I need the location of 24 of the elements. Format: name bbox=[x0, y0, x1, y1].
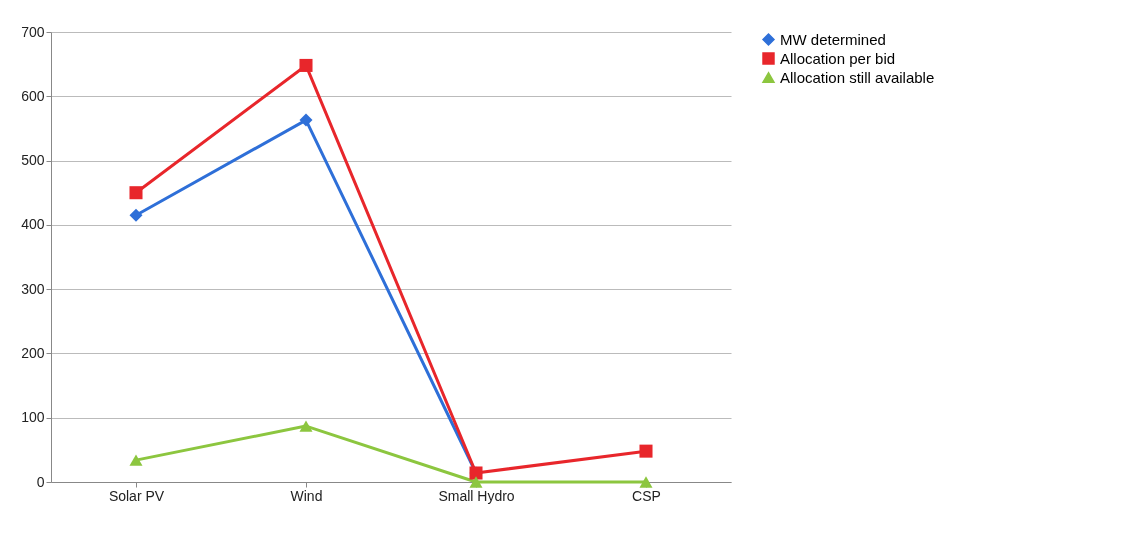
point bbox=[469, 476, 483, 488]
x-tick-label: Small Hydro bbox=[438, 487, 515, 504]
point bbox=[639, 444, 653, 458]
point bbox=[129, 186, 143, 200]
legend-label: Allocation per bid bbox=[780, 49, 896, 67]
y-tick-label: 100 bbox=[21, 409, 45, 426]
legend-label: Allocation still available bbox=[780, 68, 935, 86]
legend-label: MW determined bbox=[780, 30, 886, 48]
x-tick-label: CSP bbox=[632, 487, 661, 504]
point bbox=[129, 208, 143, 222]
x-tick-label: Wind bbox=[290, 487, 323, 504]
x-tick-label: Solar PV bbox=[108, 487, 165, 504]
point bbox=[639, 476, 653, 488]
y-tick-label: 200 bbox=[21, 344, 45, 361]
y-tick-label: 300 bbox=[21, 280, 45, 297]
y-tick-label: 700 bbox=[21, 23, 45, 40]
y-tick-label: 600 bbox=[21, 87, 45, 104]
point bbox=[299, 113, 313, 127]
y-tick-label: 500 bbox=[21, 152, 45, 169]
y-tick-label: 400 bbox=[21, 216, 45, 233]
point bbox=[299, 420, 313, 432]
y-tick-label: 0 bbox=[36, 473, 45, 490]
point bbox=[129, 454, 143, 466]
point bbox=[299, 58, 313, 72]
